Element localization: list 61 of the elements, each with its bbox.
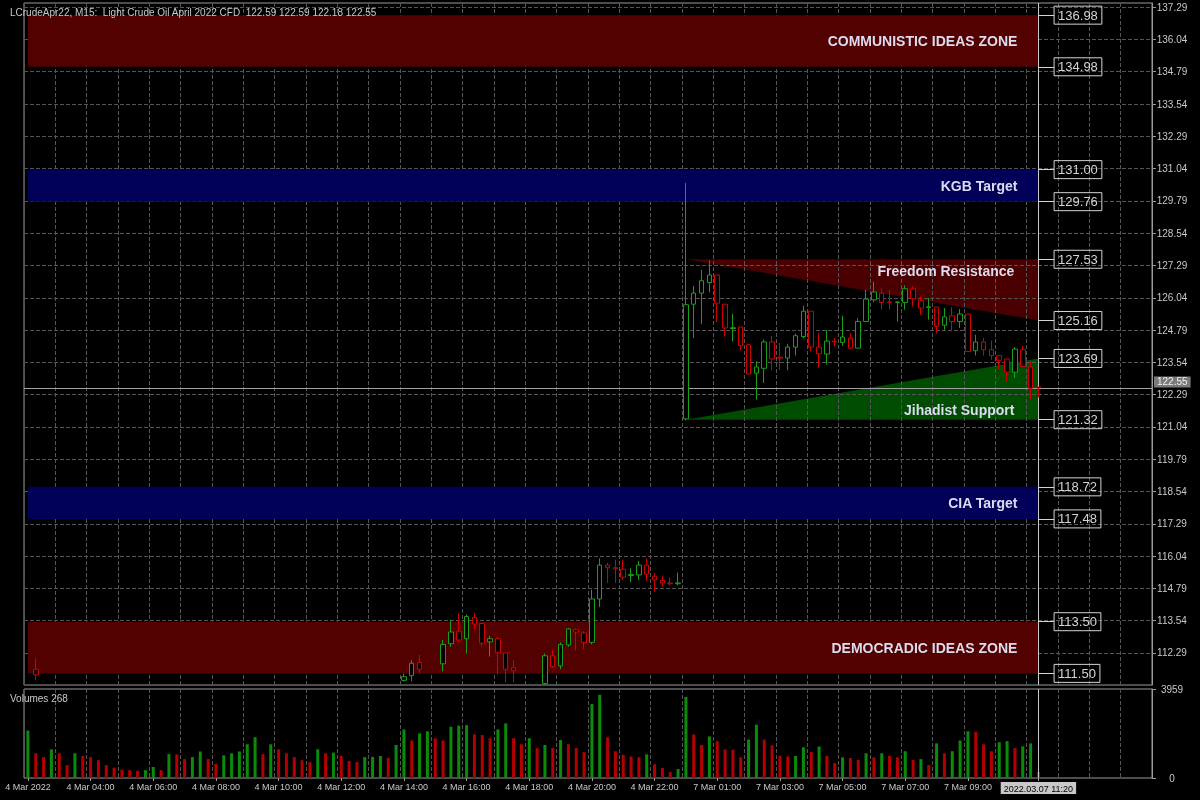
y-tick-label: 117.29 xyxy=(1157,518,1188,530)
y-tick-label: 131.04 xyxy=(1156,163,1188,175)
band-label: COMMUNISTIC IDEAS ZONE xyxy=(827,32,1018,49)
x-tick-label: 4 Mar 20:00 xyxy=(567,781,616,792)
y-tick-label: 127.29 xyxy=(1156,259,1188,271)
annotation: 121.32 xyxy=(1058,412,1098,428)
y-tick-label: 133.54 xyxy=(1156,98,1188,110)
y-tick-label: 116.04 xyxy=(1157,550,1188,562)
x-tick-label: 4 Mar 12:00 xyxy=(317,781,366,792)
annotation: 111.50 xyxy=(1058,665,1096,681)
annotation: 118.72 xyxy=(1058,479,1097,495)
series-label: Freedom Resistance xyxy=(877,263,1015,280)
band-label: KGB Target xyxy=(940,177,1018,194)
y-tick-label: 132.29 xyxy=(1156,130,1188,142)
y-tick-label: 124.79 xyxy=(1156,324,1188,336)
annotation: 134.98 xyxy=(1058,59,1098,75)
band-label: DEMOCRADIC IDEAS ZONE xyxy=(831,639,1018,656)
y-tick-label: 0 xyxy=(1169,772,1176,784)
y-tick-label: 122.29 xyxy=(1156,389,1188,401)
y-tick-label: 126.04 xyxy=(1156,292,1188,304)
x-tick-label: 4 Mar 18:00 xyxy=(505,781,554,792)
y-tick-label: 137.29 xyxy=(1156,1,1188,13)
x-tick-label: 7 Mar 05:00 xyxy=(818,781,867,792)
x-tick-label: 7 Mar 09:00 xyxy=(943,781,992,792)
chart-title: LCrudeApr22, M15: Light Crude Oil April 2022 CFD 122.59 122.59 122.18 122.55 xyxy=(10,6,377,18)
x-tick-label: 4 Mar 04:00 xyxy=(66,781,115,792)
y-tick-label: 3959 xyxy=(1160,683,1184,695)
y-tick-label: 118.54 xyxy=(1157,486,1188,498)
annotation: 117.48 xyxy=(1058,511,1097,527)
series-label: Jihadist Support xyxy=(903,401,1015,418)
y-tick-label: 134.79 xyxy=(1156,66,1188,78)
y-tick-label: 114.79 xyxy=(1157,582,1188,594)
x-tick-label: 4 Mar 08:00 xyxy=(191,781,240,792)
annotation: 131.00 xyxy=(1058,162,1098,178)
x-tick-label: 7 Mar 01:00 xyxy=(693,781,742,792)
annotation: 129.76 xyxy=(1058,194,1098,210)
x-tick-label: 4 Mar 06:00 xyxy=(129,781,178,792)
chart-title: Volumes 268 xyxy=(10,692,69,704)
y-tick-label: 113.54 xyxy=(1157,615,1188,627)
y-tick-label: 119.79 xyxy=(1157,453,1188,465)
annotation: 136.98 xyxy=(1058,7,1098,23)
annotation: 127.53 xyxy=(1058,251,1098,267)
y-tick-label: 121.04 xyxy=(1156,421,1188,433)
x-tick-label: 4 Mar 14:00 xyxy=(379,781,428,792)
x-tick-label: 4 Mar 16:00 xyxy=(442,781,491,792)
x-tick-label: 4 Mar 2022 xyxy=(5,781,51,792)
y-tick-label: 112.29 xyxy=(1157,647,1188,659)
ref-line-label: 122.55 xyxy=(1157,376,1189,388)
annotation: 125.16 xyxy=(1058,312,1098,328)
y-tick-label: 123.54 xyxy=(1156,356,1188,368)
y-tick-label: 129.79 xyxy=(1156,195,1188,207)
y-tick-label: 128.54 xyxy=(1156,227,1188,239)
y-tick-label: 136.04 xyxy=(1156,33,1188,45)
x-tick-label: 4 Mar 22:00 xyxy=(630,781,679,792)
x-tick-label: 4 Mar 10:00 xyxy=(254,781,303,792)
x-tick-label: 7 Mar 07:00 xyxy=(881,781,930,792)
x-tick-label: 7 Mar 03:00 xyxy=(755,781,804,792)
annotation: 113.50 xyxy=(1058,614,1097,630)
x-tick-label: 2022.03.07 11:20 xyxy=(1003,783,1074,794)
annotation: 123.69 xyxy=(1058,350,1098,366)
band-label: CIA Target xyxy=(948,494,1018,511)
